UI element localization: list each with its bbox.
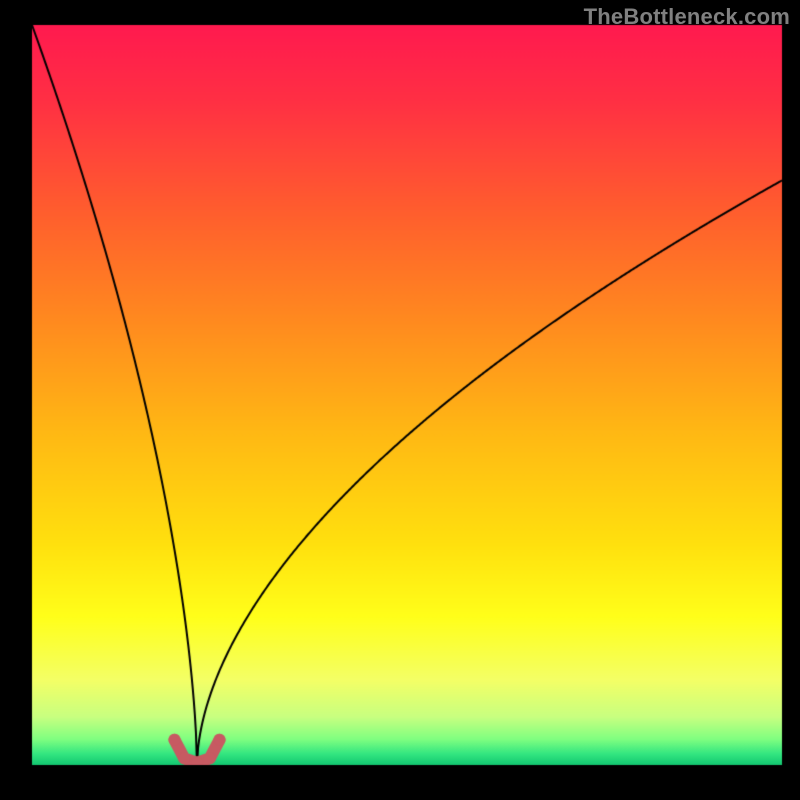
chart-container: TheBottleneck.com: [0, 0, 800, 800]
chart-canvas: [0, 0, 800, 800]
watermark-label: TheBottleneck.com: [584, 4, 790, 30]
